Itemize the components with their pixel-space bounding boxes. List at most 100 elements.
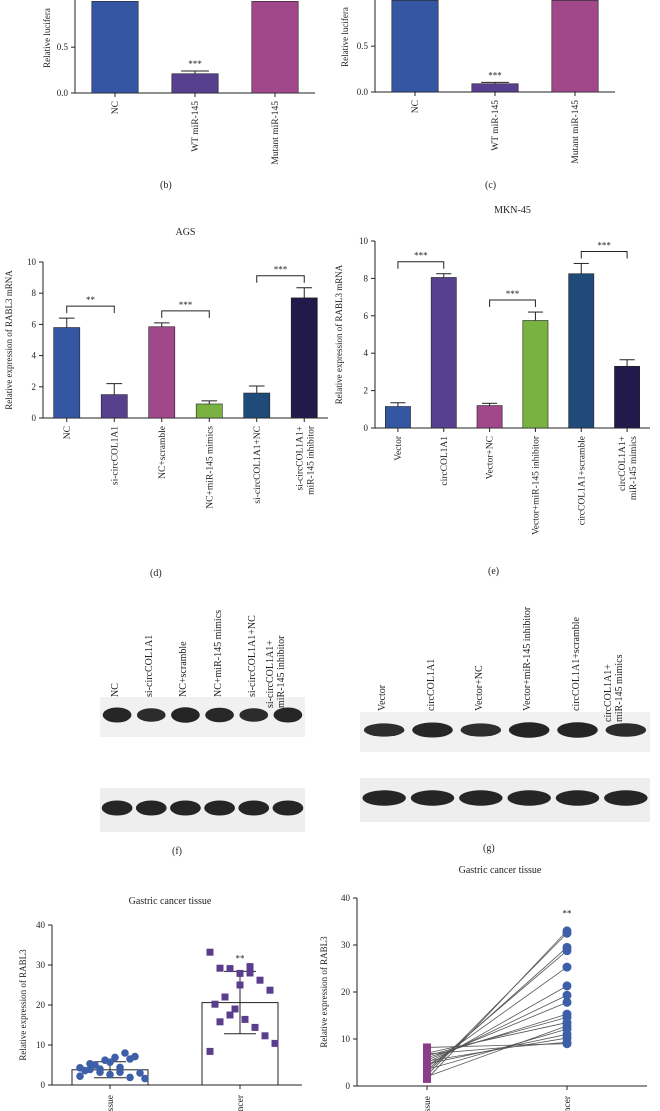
chart-h: Gastric cancer tissue 0 10 20 30 40 Relative e… (18, 896, 302, 1111)
y-tick-label: 10 (27, 257, 37, 267)
pair-line (426, 1013, 568, 1059)
band-rabl3 (412, 722, 453, 738)
x-tick-label-line: miR-145 inhibitor (306, 425, 316, 495)
data-point (236, 969, 244, 977)
significance-bracket (397, 261, 445, 269)
x-tick-label: WT miR-145 (191, 101, 201, 152)
blot-g: Vector circCOL1A1 Vector+NC Vector+miR-145 … (315, 580, 660, 840)
data-point (423, 1050, 431, 1059)
lane-label: circCOL1A1+ miR-145 mimics (602, 654, 625, 723)
data-point (423, 1043, 431, 1052)
data-point (106, 1070, 114, 1079)
band-actin (604, 790, 648, 806)
x-tick-label: Vector+miR-145 inhibitor (531, 435, 541, 535)
y-tick-label: 20 (341, 987, 351, 997)
y-tick-label: 8 (32, 288, 37, 298)
y-tick-label: 10 (359, 236, 369, 246)
panel-label-g: (g) (483, 843, 495, 854)
lane-label: si-circCOL1A1+NC (246, 615, 258, 697)
data-point (562, 962, 572, 972)
membrane-actin (100, 788, 305, 832)
x-tick-label: si-circCOL1A1+miR-145 inhibitor (295, 425, 316, 495)
significance-label: *** (597, 240, 611, 250)
band-rabl3 (136, 708, 166, 722)
data-point (562, 928, 572, 938)
data-point (216, 964, 224, 972)
y-tick-label: 30 (341, 940, 351, 950)
membrane-rabl3 (360, 712, 650, 752)
lane-label: Vector+NC (473, 665, 485, 711)
data-point (211, 1000, 219, 1008)
x-tick-label-line: miR-145 mimics (629, 436, 639, 500)
data-point (231, 1005, 239, 1013)
x-tick-label: issue (106, 1095, 116, 1111)
y-tick-label: 0 (32, 413, 37, 423)
x-tick-label: ancer (236, 1094, 246, 1111)
chart-i: Gastric cancer tissue 0 10 20 30 40 Relative e… (319, 865, 647, 1111)
band-actin (204, 800, 235, 816)
x-tick-label: Vector (394, 435, 404, 461)
data-point (216, 1018, 224, 1026)
bar (522, 320, 549, 429)
y-tick-label: 0 (41, 1080, 46, 1090)
chart-d: AGS 0 2 4 6 8 10 Relative expression of RABL3 m… (4, 227, 328, 509)
significance-bracket (66, 305, 115, 314)
x-tick-label: circCOL1A1+scramble (577, 436, 587, 525)
pair-line (426, 1025, 568, 1077)
bar (53, 327, 81, 419)
significance-label: *** (488, 70, 502, 80)
band-actin (459, 790, 503, 806)
x-tick-label: si-circCOL1A1+NC (253, 426, 263, 504)
chart-b: 0.5 0.0 Relative lucifera NC WT miR-145 *** Mu… (42, 0, 315, 165)
data-point (423, 1065, 431, 1074)
significance-bracket (489, 299, 536, 308)
x-tick-label: NC (63, 426, 73, 439)
lane-label: si-circCOL1A1 (144, 634, 156, 697)
x-tick-label: circCOL1A1+miR-145 mimics (618, 436, 639, 500)
bar (385, 406, 411, 429)
data-point (221, 993, 229, 1001)
y-tick-label: 10 (36, 1040, 46, 1050)
band-rabl3 (273, 707, 303, 723)
bar (100, 394, 128, 419)
x-tick-label: circCOL1A1 (440, 436, 450, 486)
chart-title: AGS (175, 227, 195, 238)
panel-label-d: (d) (150, 568, 162, 579)
pair-line (426, 985, 568, 1066)
x-tick-label: Mutant miR-145 (571, 100, 581, 164)
y-tick-label: 0.0 (57, 88, 69, 98)
y-tick-label: 0.5 (57, 42, 69, 52)
data-point (266, 986, 274, 994)
significance-label: *** (179, 300, 193, 310)
significance-bracket (580, 250, 628, 259)
pair-line (426, 994, 568, 1063)
y-tick-label: 0.0 (357, 87, 369, 97)
y-tick-label: 0 (346, 1081, 351, 1091)
blot-image (100, 697, 305, 832)
data-point (246, 963, 254, 971)
band-actin (135, 800, 167, 816)
significance-label: ** (563, 909, 573, 919)
bar (391, 0, 439, 93)
data-point (206, 1047, 214, 1055)
data-point (81, 1066, 89, 1075)
x-tick-label: NC (411, 100, 421, 113)
chart-c: 0.5 0.0 Relative lucifera NC WT miR-145 *** Mu… (340, 0, 615, 164)
lane-label: circCOL1A1+scramble (570, 617, 582, 711)
significance-label: *** (274, 265, 288, 275)
band-rabl3 (102, 707, 132, 723)
y-tick-label: 6 (32, 319, 37, 329)
data-point (86, 1060, 94, 1068)
data-point (101, 1056, 109, 1064)
bar (430, 277, 457, 429)
y-axis-label: Relative lucifera (340, 7, 350, 67)
y-tick-label: 30 (36, 960, 46, 970)
band-actin (272, 800, 304, 816)
lane-label: NC+miR-145 mimics (212, 609, 224, 697)
data-point (562, 990, 572, 1000)
x-tick-label: si-circCOL1A1 (110, 426, 120, 485)
data-point (226, 1011, 234, 1019)
data-point (562, 997, 572, 1007)
bar (171, 73, 219, 94)
data-point (76, 1072, 84, 1080)
